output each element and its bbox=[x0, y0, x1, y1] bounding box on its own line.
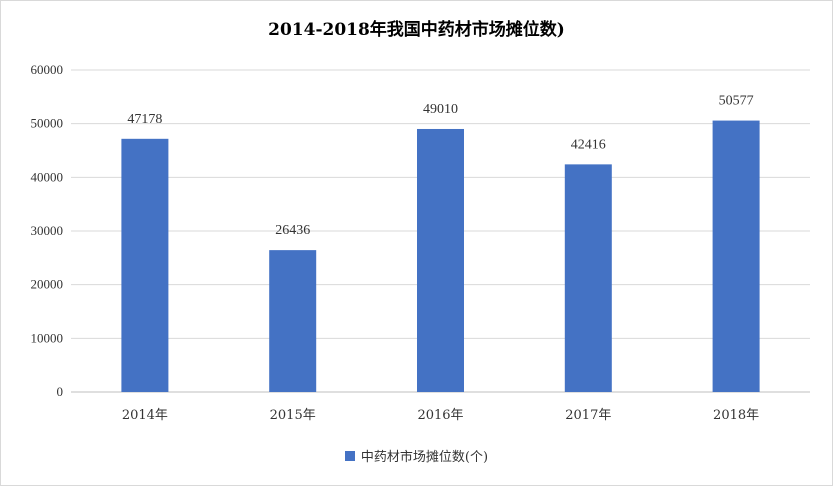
y-tick-label: 30000 bbox=[31, 223, 64, 238]
bar bbox=[712, 120, 760, 392]
y-tick-label: 10000 bbox=[31, 330, 64, 345]
data-label: 42416 bbox=[571, 137, 606, 152]
data-label: 50577 bbox=[719, 94, 754, 109]
legend: 中药材市场摊位数(个) bbox=[1, 446, 832, 465]
data-label: 26436 bbox=[275, 223, 310, 238]
legend-swatch bbox=[344, 450, 355, 461]
bar bbox=[417, 128, 464, 392]
bar bbox=[121, 138, 169, 392]
x-tick-label: 2016年 bbox=[417, 408, 463, 423]
y-tick-label: 40000 bbox=[31, 169, 64, 184]
y-tick-label: 0 bbox=[57, 384, 64, 399]
chart-title: 2014-2018年我国中药材市场摊位数) bbox=[268, 20, 565, 40]
y-tick-label: 20000 bbox=[31, 277, 64, 292]
y-tick-label: 60000 bbox=[31, 62, 64, 77]
x-tick-label: 2014年 bbox=[122, 408, 168, 423]
bar bbox=[269, 250, 317, 392]
x-tick-label: 2015年 bbox=[270, 408, 316, 423]
x-tick-label: 2018年 bbox=[713, 408, 759, 423]
data-label: 47178 bbox=[127, 112, 162, 127]
x-tick-label: 2017年 bbox=[565, 408, 611, 423]
legend-label: 中药材市场摊位数(个) bbox=[360, 450, 489, 465]
y-tick-label: 50000 bbox=[31, 116, 64, 131]
bar bbox=[564, 164, 612, 392]
data-label: 49010 bbox=[423, 102, 458, 117]
